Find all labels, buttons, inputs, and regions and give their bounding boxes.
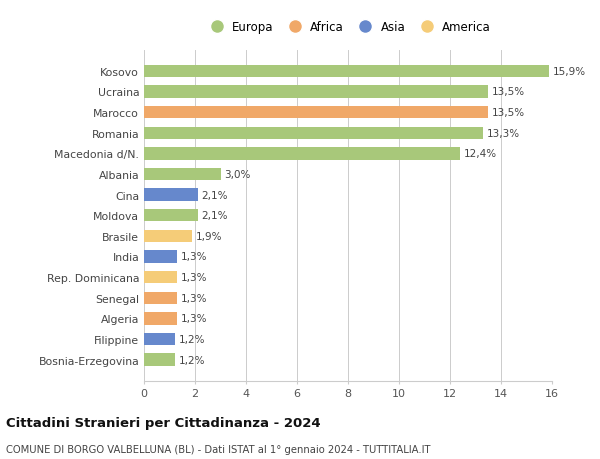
Text: 1,9%: 1,9%	[196, 231, 223, 241]
Bar	[144, 66, 550, 78]
Bar	[144, 353, 175, 366]
Text: 2,1%: 2,1%	[202, 211, 228, 221]
Bar	[144, 251, 177, 263]
Legend: Europa, Africa, Asia, America: Europa, Africa, Asia, America	[200, 17, 496, 39]
Bar	[144, 313, 177, 325]
Text: 1,3%: 1,3%	[181, 293, 208, 303]
Text: Cittadini Stranieri per Cittadinanza - 2024: Cittadini Stranieri per Cittadinanza - 2…	[6, 416, 320, 429]
Text: 12,4%: 12,4%	[464, 149, 497, 159]
Text: 13,5%: 13,5%	[492, 108, 525, 118]
Bar	[144, 168, 221, 181]
Text: 2,1%: 2,1%	[202, 190, 228, 200]
Text: 3,0%: 3,0%	[224, 169, 251, 179]
Bar	[144, 271, 177, 284]
Text: 13,3%: 13,3%	[487, 129, 520, 139]
Bar	[144, 106, 488, 119]
Text: COMUNE DI BORGO VALBELLUNA (BL) - Dati ISTAT al 1° gennaio 2024 - TUTTITALIA.IT: COMUNE DI BORGO VALBELLUNA (BL) - Dati I…	[6, 444, 431, 454]
Bar	[144, 86, 488, 98]
Text: 1,2%: 1,2%	[178, 334, 205, 344]
Bar	[144, 333, 175, 345]
Bar	[144, 292, 177, 304]
Text: 1,3%: 1,3%	[181, 313, 208, 324]
Text: 1,3%: 1,3%	[181, 252, 208, 262]
Text: 13,5%: 13,5%	[492, 87, 525, 97]
Text: 15,9%: 15,9%	[553, 67, 586, 77]
Bar	[144, 189, 197, 202]
Bar	[144, 210, 197, 222]
Text: 1,3%: 1,3%	[181, 273, 208, 282]
Bar	[144, 230, 193, 242]
Text: 1,2%: 1,2%	[178, 355, 205, 365]
Bar	[144, 127, 483, 140]
Bar	[144, 148, 460, 160]
